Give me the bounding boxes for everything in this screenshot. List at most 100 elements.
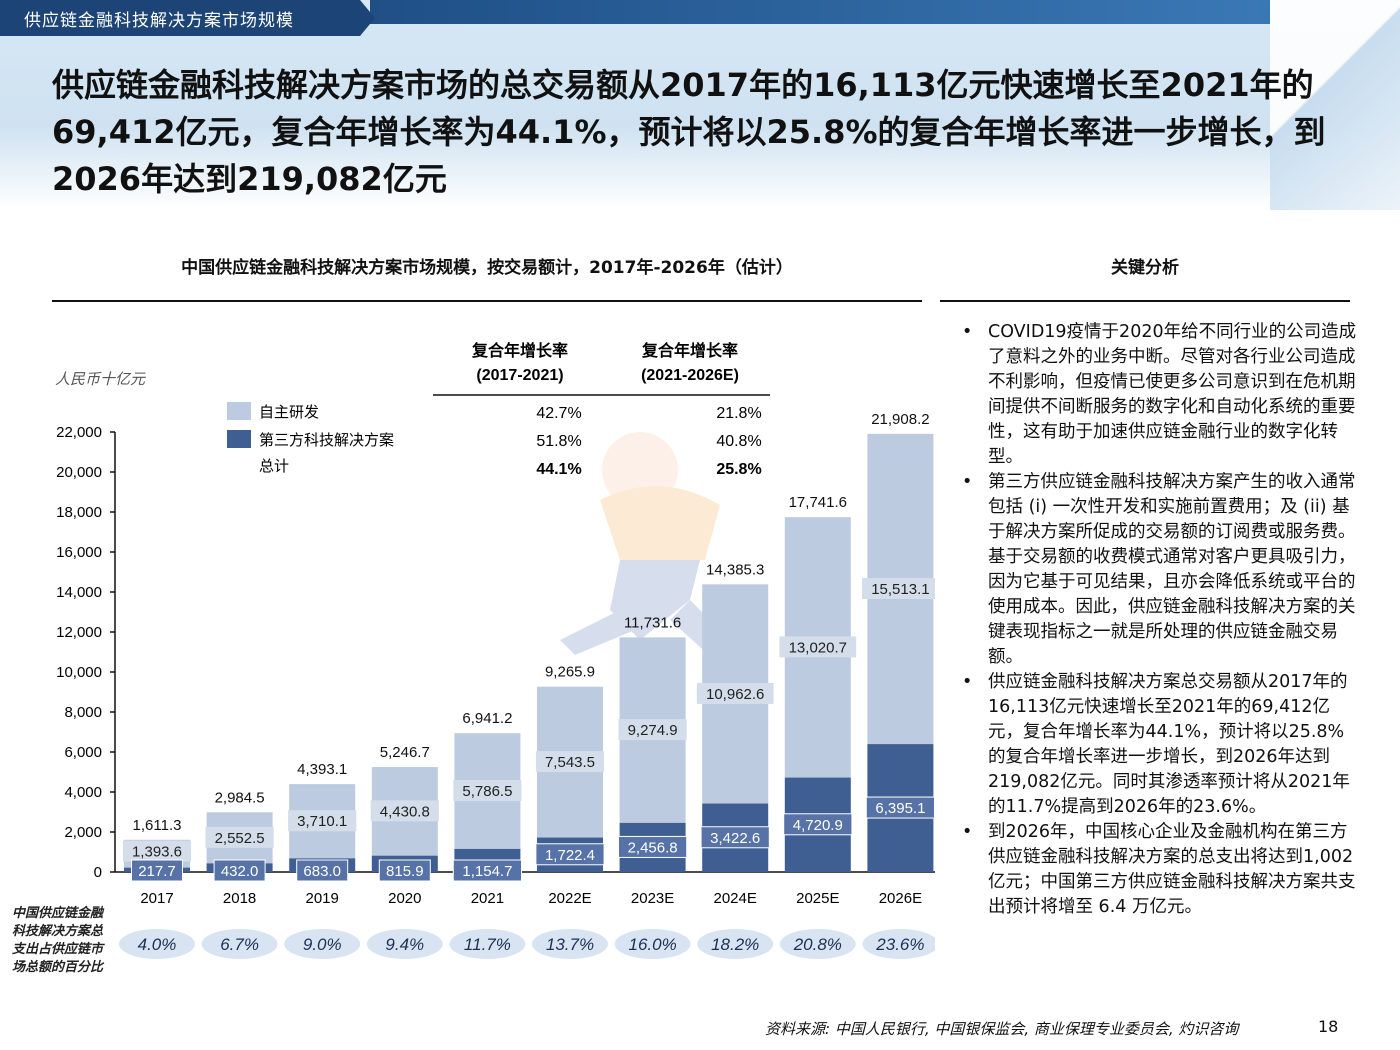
section-tab-title: 供应链金融科技解决方案市场规模 [24, 11, 294, 31]
third-party-value-label: 1,722.4 [545, 847, 595, 864]
x-tick-label: 2026E [879, 890, 922, 907]
in-house-value-label: 10,962.6 [706, 686, 764, 703]
in-house-value-label: 9,274.9 [628, 722, 678, 739]
y-tick-label: 18,000 [56, 504, 102, 521]
y-tick-label: 10,000 [56, 664, 102, 681]
analysis-title: 关键分析 [1111, 258, 1179, 278]
y-tick-label: 2,000 [64, 824, 102, 841]
cagr-value: 51.8% [536, 433, 581, 450]
x-axis-labels: 2017 2018 2019 2020 2021 2022E 2023E 2024E 2025E… [140, 890, 922, 907]
in-house-value-label: 3,710.1 [297, 813, 347, 830]
market-size-chart: 人民币十亿元 0 2,000 4,000 6,000 8,000 10,000 12,000… [55, 341, 935, 959]
in-house-label-box [288, 810, 357, 832]
in-house-label-box [370, 800, 439, 822]
penetration-pill [119, 929, 195, 959]
in-house-value-label: 5,786.5 [462, 783, 512, 800]
third-party-label-box [618, 835, 688, 858]
penetration-pill [284, 929, 361, 959]
third-party-label-box [783, 813, 853, 836]
in-house-value-label: 15,513.1 [871, 581, 929, 598]
total-value-label: 2,984.5 [215, 789, 265, 806]
third-party-label-box [378, 859, 431, 882]
penetration-pill [201, 929, 278, 959]
legend-label: 第三方科技解决方案 [259, 431, 394, 449]
total-value-label: 17,741.6 [789, 494, 847, 511]
penetration-pill [779, 929, 856, 959]
cagr-header-period: (2017-2021) [476, 367, 563, 384]
penetration-pill [862, 929, 935, 959]
total-value-label: 4,393.1 [297, 761, 347, 778]
x-tick-label: 2024E [714, 890, 757, 907]
cagr-value: 21.8% [716, 405, 761, 422]
in-house-value-label: 2,552.5 [215, 830, 265, 847]
penetration-row: 4.0% 6.7% 9.0% 9.4% 11.7% 13.7% 16.0% 18.2% 20.8… [119, 929, 935, 959]
analysis-bullet: 到2026年，中国核心企业及金融机构在第三方供应链金融科技解决方案的总支出将达到… [958, 820, 1358, 920]
in-house-label-box [453, 780, 522, 802]
cagr-table: 复合年增长率 (2017-2021) 复合年增长率 (2021-2026E) 42.7%… [433, 341, 770, 478]
penetration-pill [449, 929, 526, 959]
x-tick-label: 2020 [388, 890, 421, 907]
cagr-header-period: (2021-2026E) [641, 367, 739, 384]
penetration-value: 11.7% [464, 935, 511, 954]
penetration-pill [532, 929, 608, 959]
third-party-label-box [296, 859, 349, 882]
in-house-value-label: 4,430.8 [380, 803, 430, 820]
x-tick-label: 2025E [796, 890, 839, 907]
third-party-value-label: 815.9 [386, 863, 424, 880]
chart-title-rule [52, 300, 922, 302]
penetration-value: 23.6% [875, 935, 924, 954]
y-tick-label: 8,000 [64, 704, 102, 721]
y-tick-label: 0 [94, 864, 102, 881]
in-house-label-box [779, 636, 857, 658]
x-tick-label: 2017 [140, 890, 173, 907]
y-tick-label: 20,000 [56, 464, 102, 481]
y-tick-label: 22,000 [56, 424, 102, 441]
bars-group: 1,393.6 217.7 1,611.3 2,552.5 432.0 2,984.5 3,… [122, 411, 935, 882]
y-tick-label: 14,000 [56, 584, 102, 601]
penetration-value: 4.0% [138, 935, 177, 954]
third-party-label-box [865, 796, 935, 819]
cagr-value: 40.8% [716, 433, 761, 450]
total-value-label: 9,265.9 [545, 664, 595, 681]
source-note: 资料来源: 中国人民银行, 中国银保监会, 商业保理专业委员会, 灼识咨询 [765, 1020, 1239, 1038]
in-house-label-box [696, 682, 774, 704]
x-tick-label: 2018 [223, 890, 256, 907]
penetration-pill [366, 929, 443, 959]
penetration-value: 9.0% [303, 935, 342, 954]
total-value-label: 1,611.3 [133, 817, 182, 834]
x-tick-label: 2022E [548, 890, 591, 907]
in-house-value-label: 13,020.7 [789, 639, 847, 656]
analysis-bullets: COVID19疫情于2020年给不同行业的公司造成了意料之外的业务中断。尽管对各… [958, 320, 1358, 920]
third-party-value-label: 432.0 [221, 863, 259, 880]
x-tick-label: 2019 [306, 890, 339, 907]
header-stripe [370, 0, 1270, 24]
third-party-label-box [452, 859, 522, 882]
analysis-bullet: 供应链金融科技解决方案总交易额从2017年的16,113亿元快速增长至2021年… [958, 670, 1358, 820]
in-house-value-label: 1,393.6 [132, 844, 182, 861]
analysis-bullet: COVID19疫情于2020年给不同行业的公司造成了意料之外的业务中断。尽管对各… [958, 320, 1358, 470]
x-tick-label: 2023E [631, 890, 674, 907]
legend-label: 自主研发 [259, 404, 319, 421]
in-house-label-box [618, 719, 687, 741]
cagr-header: 复合年增长率 [471, 341, 568, 360]
in-house-label-box [122, 840, 192, 862]
cagr-value: 44.1% [536, 461, 581, 478]
penetration-value: 13.7% [546, 935, 594, 954]
cagr-value: 42.7% [536, 405, 581, 422]
cagr-header: 复合年增长率 [641, 341, 738, 360]
chart-title: 中国供应链金融科技解决方案市场规模，按交易额计，2017年-2026年（估计） [181, 258, 793, 278]
y-tick-label: 6,000 [64, 744, 102, 761]
third-party-value-label: 4,720.9 [793, 817, 843, 834]
third-party-value-label: 1,154.7 [462, 863, 512, 880]
x-tick-label: 2021 [471, 890, 504, 907]
legend-swatch-in-house [227, 402, 251, 420]
third-party-label-box [700, 826, 770, 849]
total-value-label: 14,385.3 [706, 561, 764, 578]
third-party-value-label: 217.7 [138, 863, 176, 880]
total-value-label: 21,908.2 [871, 411, 929, 428]
in-house-value-label: 7,543.5 [545, 754, 595, 771]
legend-label: 总计 [259, 458, 289, 475]
third-party-label-box [535, 843, 605, 866]
in-house-label-box [205, 826, 274, 848]
